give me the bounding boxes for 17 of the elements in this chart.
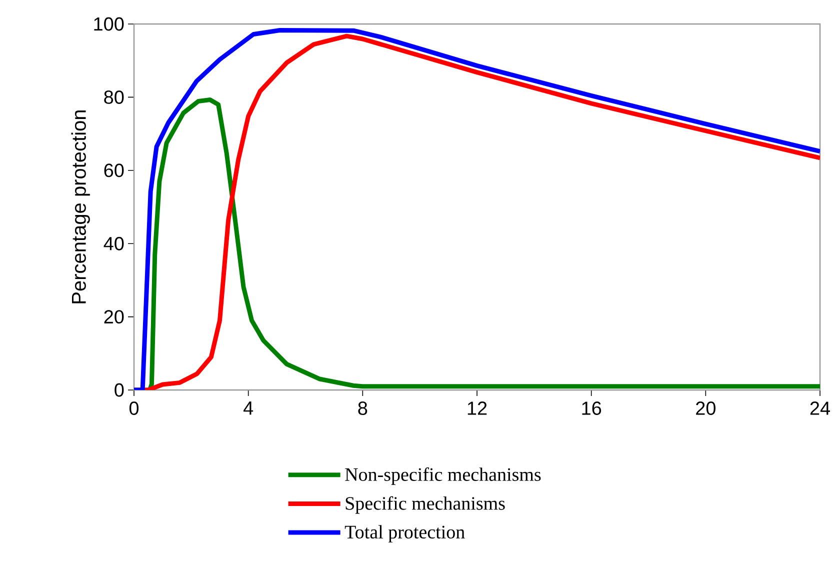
y-tick-label: 0 xyxy=(114,383,124,397)
legend-label: Total protection xyxy=(344,525,465,542)
x-tick-label: 4 xyxy=(243,402,254,415)
y-tick-label: 60 xyxy=(104,164,124,178)
x-tick-label: 8 xyxy=(358,402,368,415)
x-tick-label: 12 xyxy=(468,402,487,415)
x-tick-label: 16 xyxy=(582,402,602,415)
y-tick-label: 40 xyxy=(104,236,124,250)
x-tick-label: 20 xyxy=(696,402,716,415)
x-tick-label: 0 xyxy=(129,402,139,415)
y-tick-label: 20 xyxy=(104,310,124,324)
legend-label: Non-specific mechanisms xyxy=(345,467,541,485)
y-tick-label: 100 xyxy=(94,17,124,31)
legend-label: Specific mechanisms xyxy=(346,496,505,514)
x-tick-label: 24 xyxy=(810,402,830,415)
y-axis-title: Percentage protection xyxy=(71,110,90,304)
y-tick-label: 80 xyxy=(104,90,124,104)
